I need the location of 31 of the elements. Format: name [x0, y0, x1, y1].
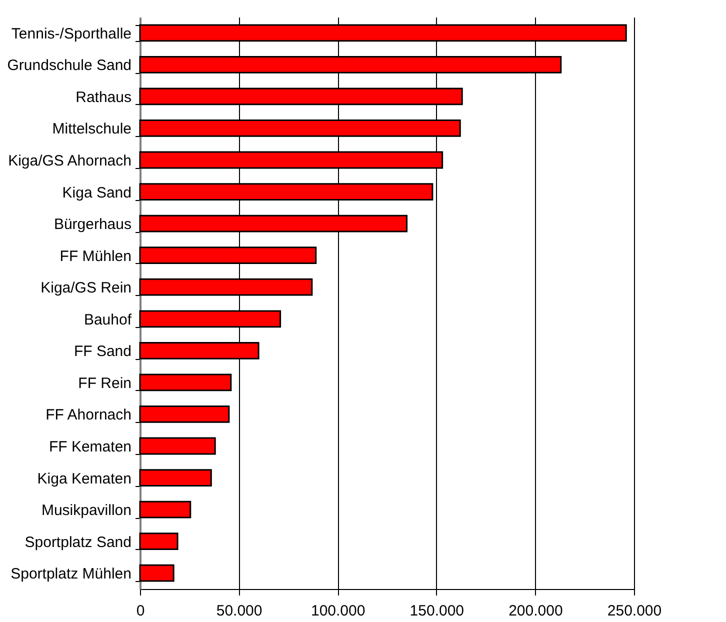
y-tick-label: FF Mühlen: [60, 248, 132, 265]
y-tick-label: Kiga Sand: [62, 184, 132, 202]
y-tick-label: Kiga/GS Ahornach: [8, 152, 132, 170]
y-tick-label: Bauhof: [84, 311, 132, 328]
y-tick-label: FF Ahornach: [46, 406, 132, 424]
y-tick-label: Kiga/GS Rein: [40, 280, 132, 297]
bar: [139, 532, 178, 550]
y-tick-label: FF Rein: [78, 374, 132, 392]
y-tick-label: Tennis-/Sporthalle: [11, 25, 132, 42]
x-tick-label: 50.000: [216, 602, 262, 620]
y-tick-label: Bürgerhaus: [54, 216, 132, 234]
y-tick-label: Musikpavillon: [41, 502, 132, 520]
y-tick-label: Sportplatz Sand: [24, 534, 132, 551]
bar: [139, 564, 174, 582]
y-tick-label: Rathaus: [76, 88, 132, 106]
y-tick-label: FF Kematen: [48, 438, 132, 456]
x-tick-label: 0: [136, 602, 145, 620]
y-tick-label: Mittelschule: [52, 120, 132, 138]
bar: [139, 374, 232, 392]
y-tick-label: FF Sand: [74, 343, 132, 360]
bar: [139, 469, 212, 486]
y-tick-label: Grundschule Sand: [7, 57, 132, 74]
x-tick-label: 250.000: [607, 602, 662, 620]
x-tick-label: 200.000: [508, 602, 563, 620]
x-tick-label: 150.000: [410, 602, 464, 620]
bar: [139, 406, 230, 423]
y-tick-label: Kiga Kematen: [37, 470, 132, 488]
y-tick-label: Sportplatz Mühlen: [10, 566, 132, 583]
bar: [139, 500, 192, 518]
x-tick-label: 100.000: [310, 602, 366, 620]
bar: [139, 437, 216, 455]
